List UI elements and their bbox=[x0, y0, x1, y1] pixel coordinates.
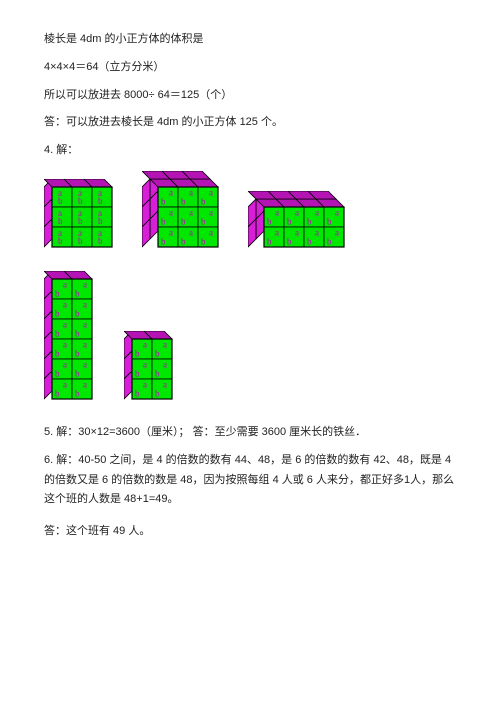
svg-text:b: b bbox=[327, 217, 332, 227]
line-4: 答：可以放进去棱长是 4dm 的小正方体 125 个。 bbox=[44, 113, 460, 133]
svg-text:a: a bbox=[83, 319, 87, 329]
svg-text:b: b bbox=[55, 329, 60, 339]
cuboid-4: abababababababababababab bbox=[44, 271, 94, 401]
svg-text:b: b bbox=[58, 196, 63, 206]
svg-text:b: b bbox=[55, 369, 60, 379]
cuboid-2: ababababababababab bbox=[142, 171, 220, 249]
svg-text:b: b bbox=[55, 309, 60, 319]
svg-text:b: b bbox=[181, 237, 186, 247]
svg-text:a: a bbox=[169, 207, 173, 217]
svg-text:b: b bbox=[161, 197, 166, 207]
line-2: 4×4×4＝64（立方分米） bbox=[44, 58, 460, 78]
svg-text:b: b bbox=[155, 369, 160, 379]
cuboid-5: abababababab bbox=[124, 331, 174, 401]
svg-text:b: b bbox=[55, 349, 60, 359]
svg-text:b: b bbox=[75, 289, 80, 299]
svg-text:a: a bbox=[63, 319, 67, 329]
svg-text:a: a bbox=[163, 359, 167, 369]
svg-text:b: b bbox=[98, 236, 103, 246]
svg-text:b: b bbox=[327, 237, 332, 247]
svg-text:a: a bbox=[209, 207, 213, 217]
svg-text:b: b bbox=[161, 217, 166, 227]
svg-text:b: b bbox=[201, 197, 206, 207]
svg-text:a: a bbox=[83, 339, 87, 349]
line-8: 答：这个班有 49 人。 bbox=[44, 522, 460, 542]
cuboid-1: ababababababababab bbox=[44, 179, 114, 249]
figures-row-1: ababababababababab ababababababababab ab… bbox=[44, 171, 460, 249]
svg-text:a: a bbox=[169, 227, 173, 237]
svg-text:b: b bbox=[58, 236, 63, 246]
svg-text:a: a bbox=[63, 359, 67, 369]
svg-text:b: b bbox=[181, 197, 186, 207]
svg-text:a: a bbox=[315, 207, 319, 217]
svg-text:a: a bbox=[315, 227, 319, 237]
svg-text:a: a bbox=[83, 359, 87, 369]
svg-text:b: b bbox=[78, 236, 83, 246]
svg-text:b: b bbox=[135, 389, 140, 399]
svg-text:b: b bbox=[181, 217, 186, 227]
svg-text:b: b bbox=[75, 389, 80, 399]
svg-text:a: a bbox=[275, 227, 279, 237]
line-1: 棱长是 4dm 的小正方体的体积是 bbox=[44, 30, 460, 50]
svg-text:b: b bbox=[75, 329, 80, 339]
svg-text:b: b bbox=[267, 237, 272, 247]
svg-text:a: a bbox=[189, 207, 193, 217]
svg-text:b: b bbox=[75, 309, 80, 319]
svg-text:a: a bbox=[209, 227, 213, 237]
svg-text:a: a bbox=[83, 279, 87, 289]
svg-text:b: b bbox=[55, 389, 60, 399]
svg-text:b: b bbox=[98, 196, 103, 206]
svg-text:a: a bbox=[63, 379, 67, 389]
svg-text:a: a bbox=[83, 299, 87, 309]
svg-text:b: b bbox=[161, 237, 166, 247]
svg-text:b: b bbox=[155, 389, 160, 399]
svg-text:b: b bbox=[98, 216, 103, 226]
line-7: 6. 解：40-50 之间，是 4 的倍数的数有 44、48，是 6 的倍数的数… bbox=[44, 451, 460, 510]
svg-text:b: b bbox=[307, 217, 312, 227]
svg-text:a: a bbox=[83, 379, 87, 389]
svg-text:a: a bbox=[275, 207, 279, 217]
svg-text:b: b bbox=[58, 216, 63, 226]
svg-text:b: b bbox=[307, 237, 312, 247]
line-6: 5. 解：30×12=3600（厘米）； 答：至少需要 3600 厘米长的铁丝． bbox=[44, 423, 460, 443]
svg-text:a: a bbox=[163, 379, 167, 389]
svg-text:b: b bbox=[267, 217, 272, 227]
svg-text:a: a bbox=[295, 207, 299, 217]
line-5: 4. 解： bbox=[44, 141, 460, 161]
svg-text:a: a bbox=[63, 279, 67, 289]
svg-text:b: b bbox=[287, 217, 292, 227]
svg-text:a: a bbox=[63, 299, 67, 309]
svg-text:a: a bbox=[143, 379, 147, 389]
svg-text:a: a bbox=[169, 187, 173, 197]
svg-text:b: b bbox=[55, 289, 60, 299]
svg-text:b: b bbox=[78, 196, 83, 206]
svg-text:b: b bbox=[75, 369, 80, 379]
svg-text:b: b bbox=[78, 216, 83, 226]
svg-text:b: b bbox=[201, 237, 206, 247]
svg-text:a: a bbox=[335, 227, 339, 237]
svg-text:b: b bbox=[135, 349, 140, 359]
svg-text:a: a bbox=[143, 359, 147, 369]
figures-row-2: abababababababababababab abababababab bbox=[44, 271, 460, 401]
svg-text:b: b bbox=[287, 237, 292, 247]
cuboid-3: abababababababab bbox=[248, 191, 346, 249]
svg-text:a: a bbox=[295, 227, 299, 237]
svg-text:a: a bbox=[209, 187, 213, 197]
svg-text:b: b bbox=[201, 217, 206, 227]
svg-text:a: a bbox=[189, 187, 193, 197]
svg-text:b: b bbox=[135, 369, 140, 379]
line-3: 所以可以放进去 8000÷ 64＝125（个） bbox=[44, 86, 460, 106]
svg-text:b: b bbox=[75, 349, 80, 359]
svg-text:a: a bbox=[63, 339, 67, 349]
svg-text:a: a bbox=[163, 339, 167, 349]
page: 棱长是 4dm 的小正方体的体积是 4×4×4＝64（立方分米） 所以可以放进去… bbox=[0, 0, 500, 580]
svg-text:a: a bbox=[143, 339, 147, 349]
svg-text:a: a bbox=[335, 207, 339, 217]
svg-text:a: a bbox=[189, 227, 193, 237]
svg-text:b: b bbox=[155, 349, 160, 359]
